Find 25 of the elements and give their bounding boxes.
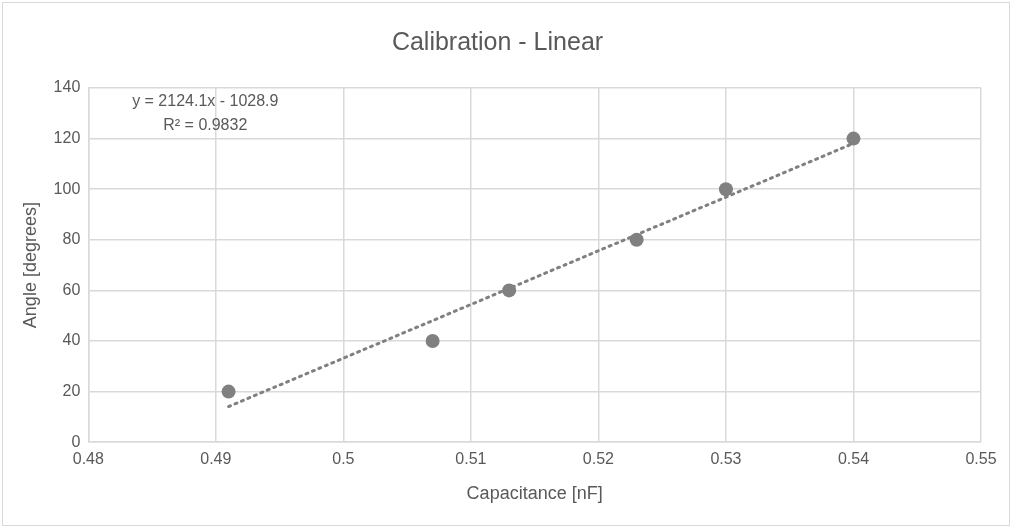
x-tick-label: 0.55	[965, 450, 997, 468]
point	[425, 334, 440, 348]
point	[846, 131, 861, 146]
x-tick-label: 0.48	[72, 450, 104, 468]
y-tick-label: 20	[62, 382, 81, 400]
chart-title: Calibration - Linear	[391, 26, 604, 55]
x-tick-label: 0.54	[837, 450, 870, 468]
y-tick-label: 0	[71, 432, 81, 450]
point	[221, 384, 236, 399]
annotation: y = 2124.1x - 1028.9	[132, 92, 279, 110]
y-tick-label: 140	[53, 78, 81, 96]
point	[718, 182, 733, 197]
x-axis-title: Capacitance [nF]	[466, 483, 603, 504]
x-tick-label: 0.53	[710, 450, 742, 468]
y-tick-label: 100	[53, 179, 81, 197]
x-tick-label: 0.5	[332, 450, 355, 468]
y-tick-label: 120	[53, 129, 81, 147]
x-tick-label: 0.52	[582, 450, 615, 468]
y-tick-label: 80	[62, 230, 81, 248]
y-tick-label: 60	[62, 280, 81, 298]
annotation: R² = 0.9832	[163, 116, 248, 134]
y-axis-title: Angle [degrees]	[19, 202, 40, 329]
x-tick-label: 0.51	[455, 450, 487, 468]
x-tick-label: 0.49	[200, 450, 232, 468]
y-tick-label: 40	[62, 331, 81, 349]
